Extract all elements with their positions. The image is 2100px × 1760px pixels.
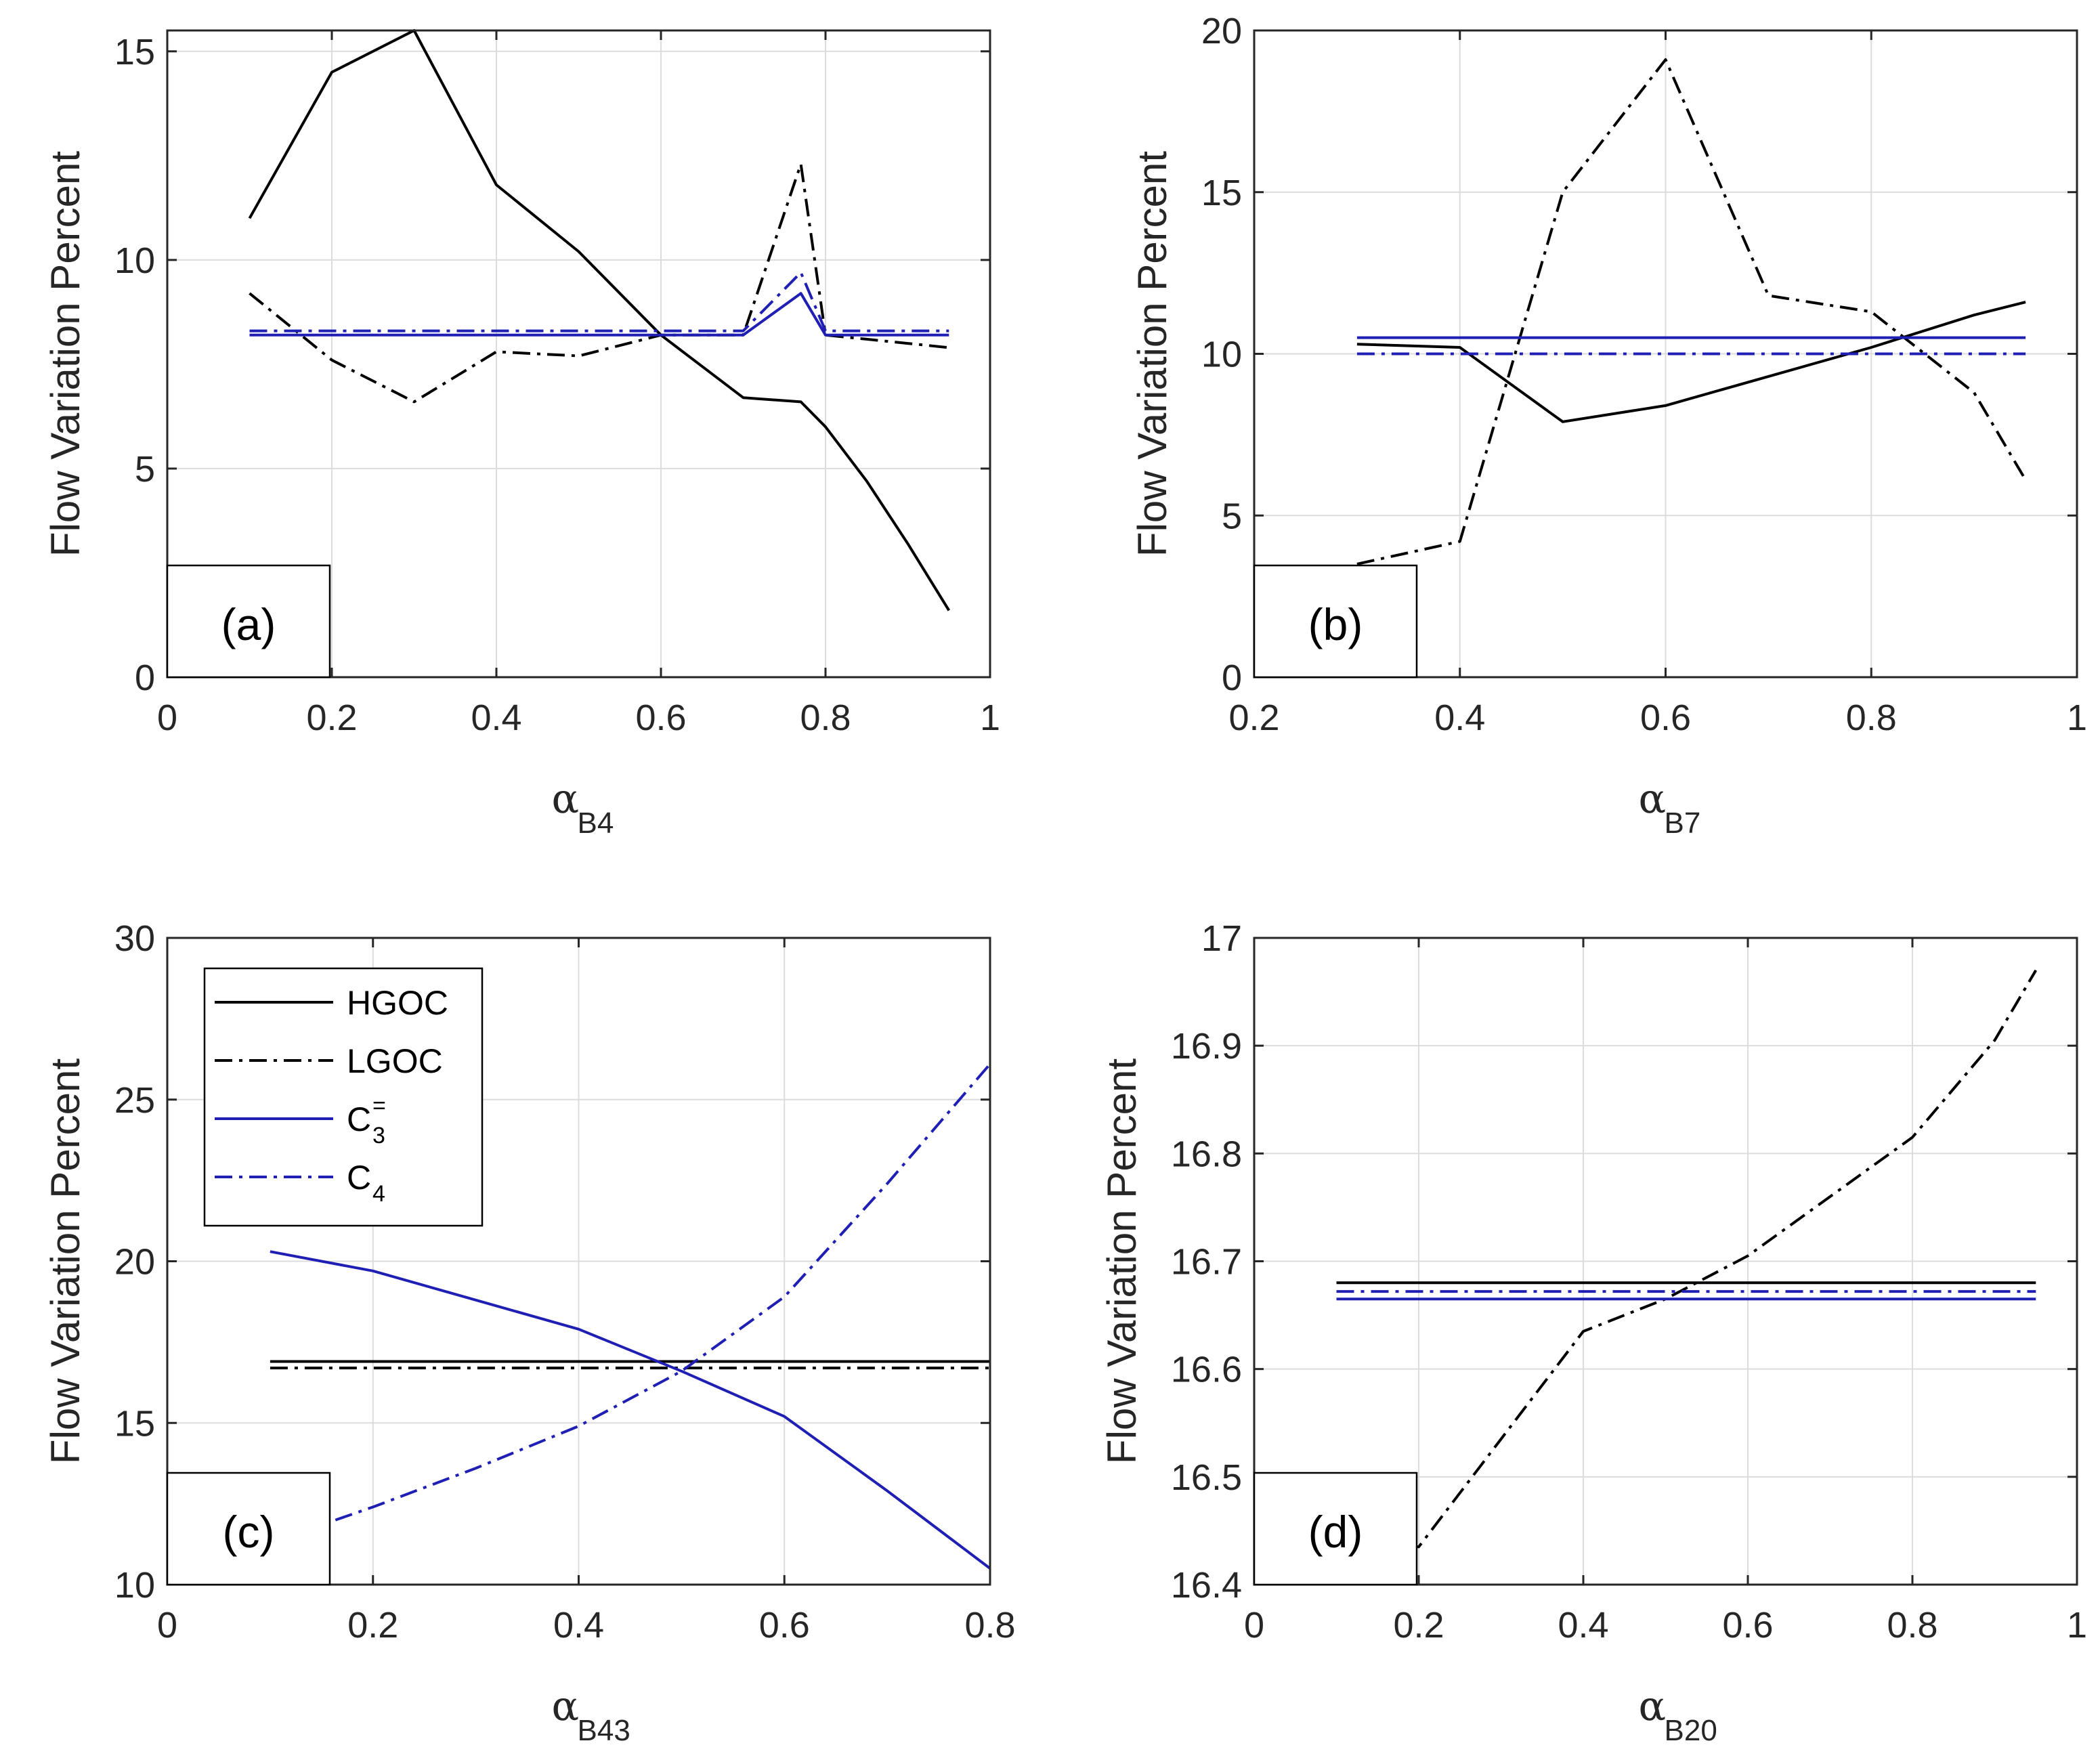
panel-label: (b) — [1308, 599, 1363, 649]
x-tick-label: 0.2 — [347, 1605, 398, 1646]
x-tick-label: 0.4 — [553, 1605, 604, 1646]
x-tick-label: 0.2 — [1393, 1605, 1444, 1646]
series-group — [1356, 58, 2027, 565]
series-line-c3 — [270, 1250, 991, 1570]
y-tick-label: 16.6 — [1171, 1350, 1242, 1390]
x-tick-label: 0.2 — [1228, 697, 1279, 738]
series-line-c3 — [249, 292, 949, 337]
y-tick-label: 16.7 — [1171, 1242, 1242, 1283]
y-tick-label: 15 — [114, 1403, 155, 1444]
y-tick-label: 16.9 — [1171, 1026, 1242, 1067]
panel-c: 0 0.2 0.4 0.6 0.8 10 15 20 25 30 Flow Variation Pe… — [43, 918, 1016, 1747]
x-tick-label: 0.4 — [1434, 697, 1485, 738]
y-tick-label: 30 — [114, 918, 155, 959]
x-axis-label-symbol: α — [552, 1683, 580, 1730]
x-tick-label: 0 — [1244, 1605, 1264, 1646]
series-group — [248, 29, 951, 611]
y-axis-label: Flow Variation Percent — [43, 151, 88, 557]
y-tick-label: 10 — [114, 1565, 155, 1606]
x-axis-label-subscript: B20 — [1665, 1714, 1717, 1747]
series-line-lgoc — [249, 163, 949, 404]
series-line-c4 — [270, 1063, 991, 1544]
series-line-hgoc — [248, 29, 951, 611]
x-axis-label-symbol: α — [1639, 775, 1667, 823]
series-line-lgoc — [1356, 58, 2027, 565]
y-tick-label: 0 — [135, 658, 155, 698]
x-tick-label: 0.8 — [964, 1605, 1015, 1646]
series-group — [270, 1063, 991, 1570]
y-axis-label: Flow Variation Percent — [1099, 1058, 1144, 1464]
y-tick-label: 0 — [1222, 658, 1242, 698]
y-axis-label: Flow Variation Percent — [1130, 151, 1175, 557]
x-axis-label-subscript: B43 — [578, 1714, 630, 1747]
x-tick-label: 0.8 — [1846, 697, 1897, 738]
series-line-hgoc — [1356, 301, 2026, 423]
y-tick-label: 25 — [114, 1080, 155, 1121]
x-tick-label: 0.4 — [1558, 1605, 1608, 1646]
y-tick-label: 20 — [1201, 11, 1242, 51]
x-tick-label: 0.6 — [1722, 1605, 1773, 1646]
panel-label: (c) — [223, 1507, 275, 1557]
legend-label: HGOC — [347, 984, 448, 1022]
y-tick-label: 10 — [1201, 335, 1242, 375]
x-axis-label-subscript: B4 — [578, 807, 614, 840]
y-tick-label: 17 — [1201, 918, 1242, 959]
x-tick-label: 0.2 — [306, 697, 357, 738]
x-tick-label: 0.6 — [759, 1605, 810, 1646]
x-tick-label: 0 — [157, 1605, 177, 1646]
y-tick-label: 10 — [114, 240, 155, 281]
panel-label-box — [1253, 1472, 1418, 1586]
x-axis-label-symbol: α — [552, 775, 580, 823]
legend-label: C — [347, 1159, 371, 1197]
x-tick-label: 1 — [2067, 1605, 2087, 1646]
x-tick-label: 0.6 — [635, 697, 686, 738]
panel-label-box — [1253, 564, 1418, 679]
x-axis-label-subscript: B7 — [1665, 807, 1701, 840]
y-tick-label: 20 — [114, 1242, 155, 1283]
y-axis-label: Flow Variation Percent — [43, 1058, 88, 1464]
legend-label-sub: 3 — [372, 1123, 385, 1149]
y-tick-label: 5 — [135, 449, 155, 490]
y-tick-label: 16.4 — [1171, 1565, 1242, 1606]
x-tick-label: 0.6 — [1640, 697, 1691, 738]
axes-frame — [166, 29, 991, 679]
x-tick-label: 0 — [157, 697, 177, 738]
x-axis-label-symbol: α — [1639, 1683, 1667, 1730]
x-tick-label: 1 — [2067, 697, 2087, 738]
series-line-lgoc — [1336, 969, 2038, 1549]
x-tick-label: 0.4 — [471, 697, 521, 738]
series-line-c4 — [249, 271, 949, 332]
legend-label-sub: 4 — [372, 1181, 385, 1207]
x-tick-label: 0.8 — [800, 697, 851, 738]
y-tick-label: 15 — [1201, 173, 1242, 213]
x-tick-label: 0.8 — [1887, 1605, 1937, 1646]
legend-label-sup: = — [372, 1093, 386, 1119]
panel-label: (d) — [1308, 1507, 1363, 1557]
y-tick-label: 16.5 — [1171, 1457, 1242, 1498]
panel-d: 0 0.2 0.4 0.6 0.8 1 16.4 16.5 16.6 16.7 16.8 16.9 17… — [1099, 918, 2087, 1747]
x-tick-label: 1 — [980, 697, 1000, 738]
y-tick-label: 5 — [1222, 496, 1242, 536]
y-tick-label: 16.8 — [1171, 1134, 1242, 1174]
legend-box — [203, 967, 484, 1227]
panel-label-box — [166, 564, 331, 679]
panel-label-box — [166, 1472, 331, 1586]
series-group — [1336, 969, 2038, 1549]
legend-label: C — [347, 1100, 371, 1138]
y-tick-label: 15 — [114, 32, 155, 72]
panel-label: (a) — [221, 599, 276, 649]
legend-label: LGOC — [347, 1042, 443, 1080]
